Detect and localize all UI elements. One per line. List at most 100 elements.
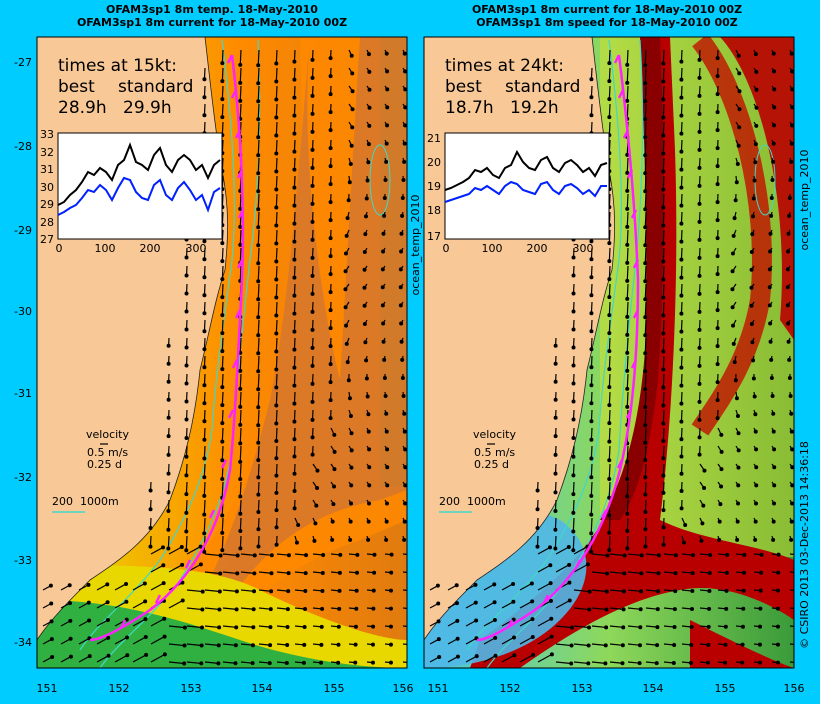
current-vector	[627, 176, 628, 191]
current-vector	[403, 626, 409, 627]
current-vector-head	[162, 546, 165, 549]
current-vector-head	[644, 406, 647, 409]
current-vector-head	[588, 608, 591, 611]
current-vector-head	[345, 234, 348, 237]
current-vector	[790, 626, 796, 627]
current-vector	[609, 482, 610, 498]
current-vector-head	[626, 63, 629, 66]
current-vector	[663, 230, 664, 243]
current-vector-head	[662, 98, 665, 101]
current-vector-head	[125, 583, 128, 586]
right-best-value: 18.7h	[445, 98, 494, 118]
current-vector-head	[257, 441, 260, 444]
current-vector-head	[716, 129, 719, 132]
current-vector-head	[333, 450, 336, 453]
current-vector-head	[674, 590, 677, 593]
current-vector-head	[572, 530, 575, 533]
current-vector-head	[680, 312, 683, 315]
lat-tick: -31	[14, 387, 32, 400]
current-vector-head	[662, 242, 665, 245]
current-vector-head	[346, 361, 349, 364]
current-vector-head	[639, 626, 642, 629]
current-vector-head	[257, 64, 260, 67]
current-vector-head	[402, 395, 405, 398]
current-vector-head	[590, 330, 593, 333]
current-vector-head	[752, 377, 755, 380]
current-vector	[186, 518, 187, 532]
current-vector-head	[590, 495, 593, 498]
current-vector-head	[691, 608, 694, 611]
current-vector-head	[149, 527, 152, 530]
current-vector-head	[752, 197, 755, 200]
current-vector-head	[720, 433, 723, 436]
current-vector	[663, 68, 664, 81]
current-vector-head	[493, 601, 496, 604]
current-vector-head	[253, 590, 256, 593]
current-vector-head	[329, 219, 332, 222]
current-vector-head	[588, 590, 591, 593]
current-vector-head	[270, 572, 273, 575]
current-vector-head	[644, 545, 647, 548]
current-vector-head	[329, 201, 332, 204]
current-vector	[627, 392, 628, 407]
current-vector-head	[203, 96, 206, 99]
current-vector-head	[716, 345, 719, 348]
current-vector-head	[87, 601, 90, 604]
current-vector	[627, 68, 628, 83]
current-vector-head	[716, 327, 719, 330]
current-vector	[222, 446, 223, 460]
current-vector-head	[554, 528, 557, 531]
current-vector-head	[368, 448, 371, 451]
current-vector-head	[698, 94, 701, 97]
current-vector	[663, 266, 664, 279]
current-vector	[627, 50, 628, 65]
current-vector	[627, 212, 628, 227]
current-vector-head	[201, 590, 204, 593]
current-vector	[240, 338, 241, 353]
current-vector-head	[293, 150, 296, 153]
current-vector-head	[698, 418, 701, 421]
current-vector-head	[716, 399, 719, 402]
current-vector-head	[321, 572, 324, 575]
current-vector-head	[735, 181, 738, 184]
current-vector-head	[275, 543, 278, 546]
current-vector-head	[790, 412, 793, 415]
current-vector-head	[777, 661, 780, 664]
left-inset-xtick: 100	[95, 242, 116, 255]
current-vector-head	[221, 368, 224, 371]
current-vector-head	[795, 607, 798, 610]
current-vector	[258, 392, 259, 407]
current-vector-head	[662, 296, 665, 299]
current-vector-head	[590, 513, 593, 516]
current-vector-head	[381, 286, 384, 289]
current-vector-head	[494, 636, 497, 639]
current-vector-head	[700, 540, 703, 543]
current-vector-head	[623, 590, 626, 593]
current-vector-head	[644, 208, 647, 211]
current-vector	[663, 140, 664, 153]
left-inset-ytick: 28	[40, 216, 54, 229]
current-vector	[258, 86, 259, 101]
current-vector-head	[531, 618, 534, 621]
current-vector-head	[536, 508, 539, 511]
current-vector-head	[795, 643, 798, 646]
current-vector-head	[754, 143, 757, 146]
current-vector-head	[386, 70, 389, 73]
current-vector-head	[720, 485, 723, 488]
current-vector-head	[662, 170, 665, 173]
current-vector-head	[217, 662, 220, 665]
current-vector-head	[293, 455, 296, 458]
lon-tick: 151	[428, 682, 449, 695]
current-vector-head	[770, 197, 773, 200]
current-vector-head	[408, 553, 411, 556]
current-vector	[627, 194, 628, 209]
current-vector-head	[608, 368, 611, 371]
current-vector-head	[311, 220, 314, 223]
current-vector-head	[185, 530, 188, 533]
current-vector-head	[51, 656, 54, 659]
current-vector-head	[329, 363, 332, 366]
current-vector	[276, 212, 277, 225]
current-vector-head	[608, 62, 611, 65]
current-vector-head	[404, 106, 407, 109]
